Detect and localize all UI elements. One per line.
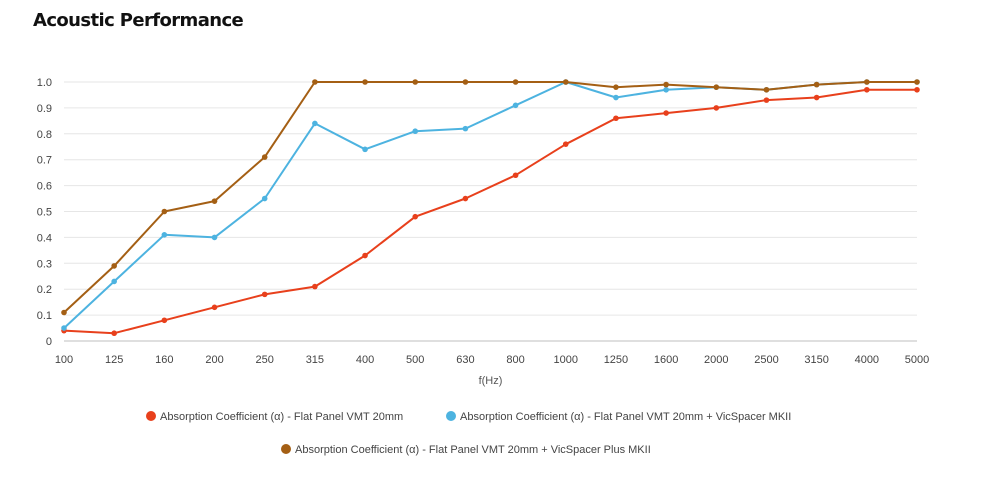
y-tick-label: 1.0 <box>37 77 52 89</box>
x-tick-label: 800 <box>506 354 524 366</box>
chart-title: Acoustic Performance <box>33 10 244 31</box>
x-tick-label: 2000 <box>704 354 728 366</box>
data-point <box>813 81 820 88</box>
data-point <box>312 283 318 290</box>
y-tick-label: 0.5 <box>37 207 52 219</box>
data-point <box>211 234 218 241</box>
data-point <box>562 79 569 85</box>
y-tick-label: 0.2 <box>37 284 52 296</box>
data-point <box>713 84 720 90</box>
data-point <box>261 195 268 202</box>
data-point <box>562 141 569 147</box>
data-point <box>914 86 920 93</box>
y-tick-label: 0.1 <box>37 310 52 322</box>
data-point <box>362 79 368 85</box>
data-point <box>362 252 368 259</box>
data-point <box>61 309 67 316</box>
x-tick-label: 1250 <box>604 354 628 366</box>
legend-item[interactable]: Absorption Coefficient (α) - Flat Panel … <box>281 444 651 456</box>
data-point <box>412 213 419 220</box>
data-point <box>512 172 519 179</box>
data-point <box>211 198 218 204</box>
x-tick-label: 3150 <box>804 354 828 366</box>
data-point <box>362 146 368 153</box>
legend-marker <box>281 444 291 454</box>
y-tick-label: 0.4 <box>37 232 52 244</box>
data-point <box>462 79 469 85</box>
legend-item[interactable]: Absorption Coefficient (α) - Flat Panel … <box>146 411 403 423</box>
series-3 <box>61 79 920 316</box>
data-point <box>864 86 870 93</box>
data-point <box>61 325 67 331</box>
data-point <box>412 79 419 85</box>
x-tick-label: 100 <box>55 354 73 366</box>
series-2 <box>61 79 920 331</box>
x-tick-label: 315 <box>306 354 324 366</box>
data-point <box>713 105 720 111</box>
x-tick-label: 2500 <box>754 354 778 366</box>
y-tick-label: 0.7 <box>37 155 52 167</box>
series-line <box>63 81 918 314</box>
series-group <box>61 79 920 337</box>
data-point <box>161 317 168 324</box>
x-axis-label: f(Hz) <box>479 375 503 387</box>
data-point <box>763 86 770 93</box>
legend[interactable]: Absorption Coefficient (α) - Flat Panel … <box>146 411 791 456</box>
x-tick-label: 400 <box>356 354 374 366</box>
legend-marker <box>146 411 156 421</box>
data-point <box>261 154 268 160</box>
legend-marker <box>446 411 456 421</box>
data-point <box>161 208 168 215</box>
series-line <box>63 88 918 335</box>
gridlines <box>64 81 917 342</box>
data-point <box>613 94 619 101</box>
x-tick-label: 125 <box>105 354 123 366</box>
data-point <box>161 232 168 238</box>
data-point <box>111 278 117 285</box>
data-point <box>663 81 669 88</box>
x-tick-label: 5000 <box>905 354 929 366</box>
x-tick-label: 250 <box>256 354 274 366</box>
data-point <box>111 263 117 269</box>
data-point <box>613 115 619 122</box>
data-point <box>412 128 419 135</box>
data-point <box>914 79 920 85</box>
data-point <box>512 79 519 85</box>
legend-item[interactable]: Absorption Coefficient (α) - Flat Panel … <box>446 411 791 423</box>
data-point <box>111 330 117 337</box>
y-axis-ticks: 0 0.1 0.2 0.3 0.4 0.5 0.6 0.7 0.8 0.9 1.0 <box>37 77 52 348</box>
y-tick-label: 0.6 <box>37 181 52 193</box>
y-tick-label: 0.9 <box>37 103 52 115</box>
y-tick-label: 0.8 <box>37 129 52 141</box>
data-point <box>663 110 669 116</box>
x-tick-label: 500 <box>406 354 424 366</box>
x-axis-ticks: 100 125 160 200 250 315 400 500 630 800 1000 1250 16… <box>55 354 929 366</box>
legend-label: Absorption Coefficient (α) - Flat Panel … <box>160 411 403 423</box>
data-point <box>763 97 770 103</box>
x-tick-label: 1000 <box>554 354 578 366</box>
data-point <box>864 79 870 85</box>
data-point <box>312 120 318 127</box>
data-point <box>512 102 519 109</box>
data-point <box>312 79 318 85</box>
data-point <box>462 125 469 132</box>
data-point <box>613 84 619 90</box>
legend-label: Absorption Coefficient (α) - Flat Panel … <box>460 411 791 423</box>
data-point <box>813 94 820 101</box>
data-point <box>211 304 218 311</box>
x-tick-label: 1600 <box>654 354 678 366</box>
legend-label: Absorption Coefficient (α) - Flat Panel … <box>295 444 651 456</box>
x-tick-label: 4000 <box>855 354 879 366</box>
data-point <box>663 86 669 93</box>
y-tick-label: 0.3 <box>37 258 52 270</box>
data-point <box>462 195 469 202</box>
data-point <box>261 291 268 298</box>
y-tick-label: 0 <box>46 336 52 348</box>
x-tick-label: 200 <box>205 354 223 366</box>
x-tick-label: 160 <box>155 354 173 366</box>
x-tick-label: 630 <box>456 354 474 366</box>
